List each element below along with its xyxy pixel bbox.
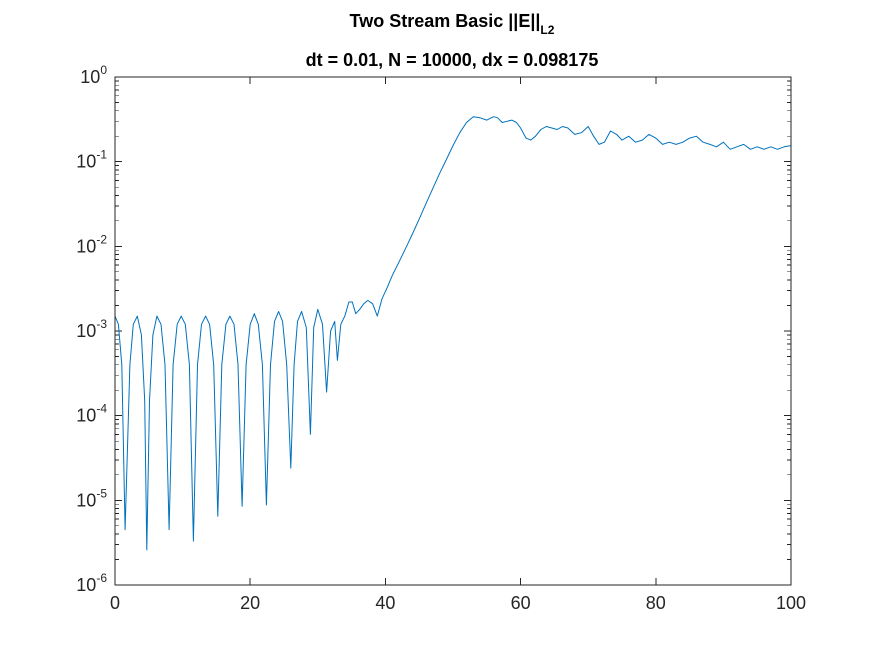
y-tick-exponent: -2: [96, 232, 107, 246]
x-tick-label: 60: [511, 593, 531, 613]
x-tick-label: 80: [646, 593, 666, 613]
minor-ticks: [115, 80, 791, 560]
y-tick-base: 10: [76, 575, 96, 595]
y-tick-label: 10-4: [76, 402, 107, 426]
x-tick-label: 0: [110, 593, 120, 613]
y-tick-exponent: -4: [96, 402, 107, 416]
y-tick-label: 10-3: [76, 317, 107, 341]
y-tick-exponent: 0: [100, 63, 107, 77]
chart-title-line1: Two Stream Basic ||E||L2: [350, 11, 555, 37]
plot-area: [115, 77, 791, 585]
y-tick-label: 10-6: [76, 571, 107, 595]
series-line: [114, 116, 792, 551]
y-tick-base: 10: [80, 67, 100, 87]
axes-box: [114, 76, 792, 586]
chart-title-subscript: L2: [540, 23, 554, 37]
y-tick-base: 10: [76, 490, 96, 510]
x-tick-label: 20: [240, 593, 260, 613]
chart-title-line2: dt = 0.01, N = 10000, dx = 0.098175: [306, 50, 599, 70]
x-tick-label: 40: [375, 593, 395, 613]
y-tick-base: 10: [76, 321, 96, 341]
y-tick-label: 10-2: [76, 232, 107, 256]
y-tick-base: 10: [76, 152, 96, 172]
y-tick-base: 10: [76, 236, 96, 256]
y-tick-label: 10-5: [76, 486, 107, 510]
x-tick-label: 100: [776, 593, 806, 613]
y-tick-base: 10: [76, 406, 96, 426]
y-tick-exponent: -5: [96, 486, 107, 500]
chart-title-main: Two Stream Basic ||E||: [350, 11, 541, 31]
y-tick-exponent: -1: [96, 148, 107, 162]
y-tick-label: 100: [80, 63, 107, 87]
y-tick-exponent: -6: [96, 571, 107, 585]
y-tick-exponent: -3: [96, 317, 107, 331]
y-tick-label: 10-1: [76, 148, 107, 172]
